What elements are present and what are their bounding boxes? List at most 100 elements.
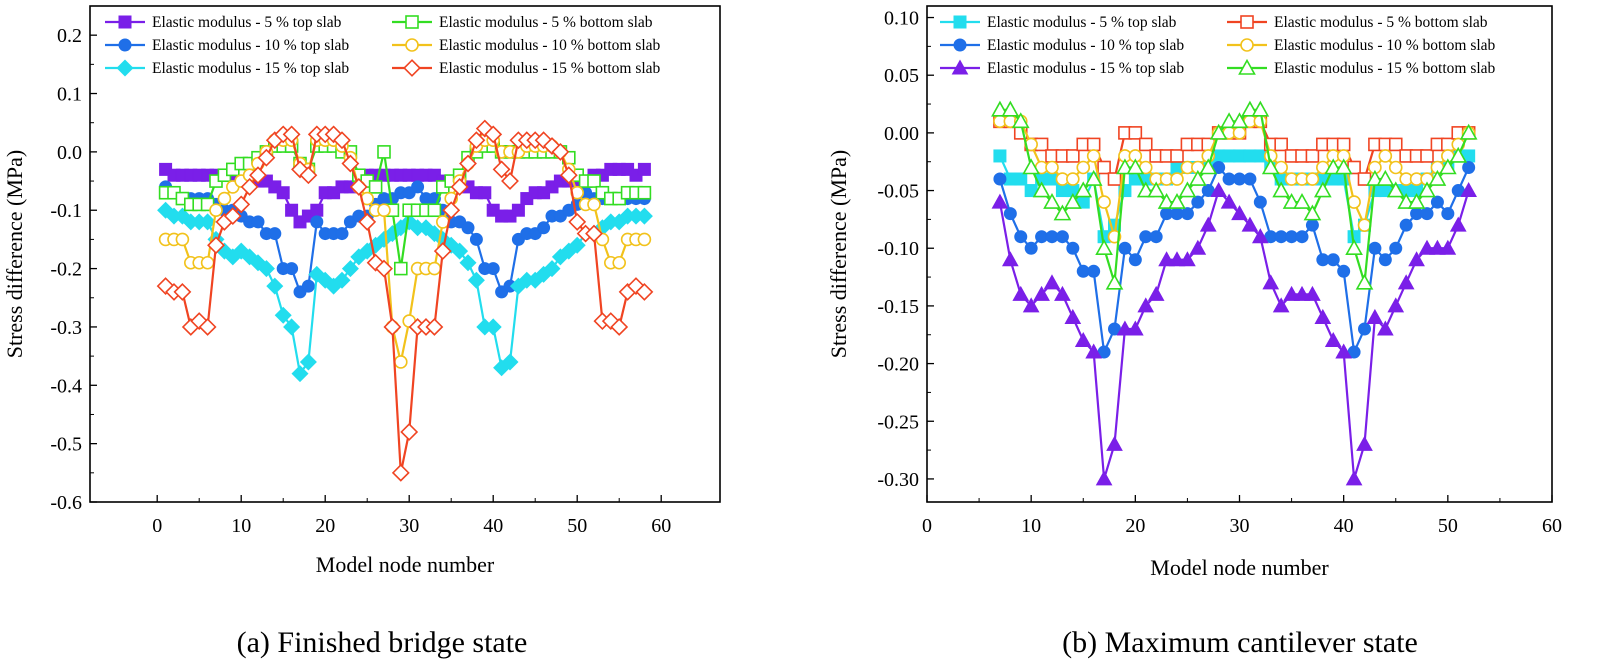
x-tick-label: 30 <box>399 515 419 537</box>
data-point <box>587 174 601 188</box>
x-tick-label: 60 <box>651 515 671 537</box>
legend-item: Elastic modulus - 15 % bottom slab <box>392 59 661 77</box>
data-point <box>285 262 299 276</box>
data-point <box>190 312 209 331</box>
data-point <box>175 232 190 247</box>
data-point <box>1118 241 1132 255</box>
data-point <box>1358 322 1371 336</box>
x-axis-label: Model node number <box>1150 555 1329 580</box>
data-point <box>1378 149 1393 163</box>
data-point <box>1097 195 1111 209</box>
data-point <box>459 154 477 173</box>
x-tick-label: 30 <box>1230 515 1250 537</box>
data-point <box>285 203 299 217</box>
data-point <box>1043 192 1061 209</box>
data-point <box>484 125 503 144</box>
data-point <box>393 261 408 276</box>
y-tick-label: 0.10 <box>884 8 919 30</box>
data-point <box>1066 149 1080 163</box>
data-point <box>291 365 309 383</box>
data-point <box>501 353 519 371</box>
legend-marker <box>403 59 421 77</box>
data-point <box>283 318 301 336</box>
data-point <box>1209 123 1228 140</box>
data-point <box>1345 470 1363 486</box>
data-point <box>1076 160 1091 175</box>
x-tick-label: 40 <box>1334 515 1354 537</box>
data-point <box>1261 158 1280 175</box>
data-point <box>1179 251 1196 267</box>
data-point <box>310 203 324 217</box>
data-point <box>251 215 265 229</box>
legend-marker <box>116 59 134 77</box>
data-point <box>991 193 1009 209</box>
data-point <box>1231 205 1248 221</box>
data-point <box>1438 158 1457 175</box>
data-point <box>991 100 1009 117</box>
x-tick-label: 40 <box>483 515 503 537</box>
legend-label: Elastic modulus - 5 % top slab <box>987 14 1177 31</box>
data-point <box>1282 192 1301 209</box>
data-point <box>1178 181 1197 198</box>
data-point <box>1084 169 1103 186</box>
data-point <box>1097 160 1111 175</box>
data-point <box>1128 126 1143 140</box>
data-point <box>627 277 645 296</box>
data-point <box>1439 239 1457 255</box>
data-point <box>1378 253 1392 267</box>
data-point <box>1303 204 1322 221</box>
data-point <box>241 248 259 266</box>
data-point <box>1170 172 1184 186</box>
legend-label: Elastic modulus - 5 % bottom slab <box>439 14 653 31</box>
data-point <box>310 215 324 229</box>
x-tick-label: 50 <box>567 515 587 537</box>
data-point <box>1074 181 1093 198</box>
legend-label: Elastic modulus - 15 % bottom slab <box>1274 60 1496 77</box>
legend-label: Elastic modulus - 15 % bottom slab <box>439 60 661 77</box>
data-point <box>1199 216 1217 232</box>
data-point <box>469 232 483 246</box>
legend-marker <box>118 38 132 52</box>
data-point <box>1043 274 1061 290</box>
data-point <box>274 306 292 324</box>
legend-label: Elastic modulus - 15 % top slab <box>987 60 1184 77</box>
y-tick-label: -0.30 <box>877 469 919 491</box>
data-point <box>1253 195 1267 209</box>
data-point <box>1407 192 1426 209</box>
data-point <box>635 207 653 225</box>
data-point <box>1147 285 1165 301</box>
data-point <box>1336 137 1351 152</box>
data-point <box>1188 169 1207 186</box>
data-point <box>543 260 561 278</box>
data-point <box>442 236 460 254</box>
data-point <box>268 227 282 241</box>
data-point <box>1366 169 1384 186</box>
data-point <box>433 242 452 261</box>
data-point <box>1305 218 1319 232</box>
data-point <box>484 318 502 336</box>
data-point <box>1376 169 1395 186</box>
data-point <box>411 180 425 194</box>
data-point <box>1295 230 1309 244</box>
data-point <box>1397 274 1415 290</box>
legend-item: Elastic modulus - 5 % top slab <box>105 14 342 31</box>
data-point <box>377 203 391 218</box>
panel-a-finished-bridge: 0 10 20 30 40 50 60 -0.6 -0.5 -0.4 -0.3 -0.2 -0.1 0.0… <box>2 5 721 659</box>
x-tick-label: 20 <box>1125 515 1145 537</box>
legend-marker <box>953 15 967 29</box>
data-point <box>1086 149 1101 163</box>
data-point <box>349 177 368 196</box>
data-point <box>478 186 492 200</box>
legend-marker <box>1238 58 1256 75</box>
data-point <box>1283 285 1300 301</box>
plot-frame <box>89 5 721 503</box>
data-point <box>1001 251 1019 267</box>
data-point <box>1430 195 1444 209</box>
data-point <box>610 318 629 336</box>
data-point <box>1337 264 1351 278</box>
data-point <box>391 463 410 482</box>
data-point <box>637 232 652 247</box>
data-point <box>1033 285 1050 301</box>
data-point <box>308 265 326 283</box>
data-point <box>467 131 486 150</box>
